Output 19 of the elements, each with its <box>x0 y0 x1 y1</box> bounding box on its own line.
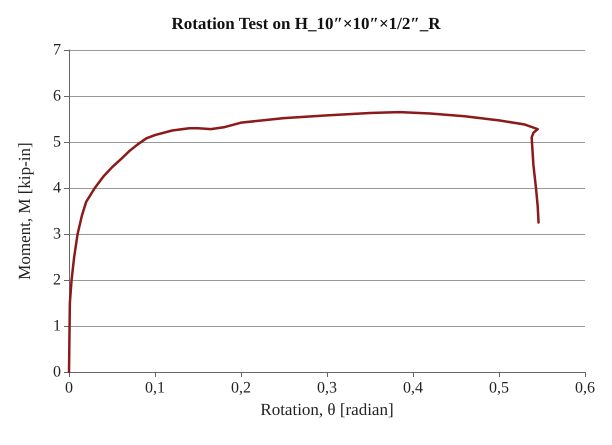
x-tick-label: 0,6 <box>575 380 595 396</box>
y-tick-label: 5 <box>53 134 61 150</box>
y-tick-label: 2 <box>53 272 61 288</box>
y-tick-label: 6 <box>53 88 61 104</box>
chart-title: Rotation Test on H_10″×10″×1/2″_R <box>171 14 442 33</box>
line-series <box>68 110 540 374</box>
x-tick-label: 0 <box>65 380 73 396</box>
x-tick-label: 0,1 <box>145 380 165 396</box>
x-tick-label: 0,2 <box>231 380 251 396</box>
x-tick-label: 0,3 <box>317 380 337 396</box>
x-axis-title: Rotation, θ [radian] <box>260 400 394 419</box>
y-tick-label: 7 <box>53 42 61 58</box>
y-tick-label: 4 <box>53 180 61 196</box>
y-tick-label: 1 <box>53 318 61 334</box>
y-tick-label: 0 <box>53 364 61 380</box>
x-tick-label: 0,4 <box>403 380 423 396</box>
x-tick-label: 0,5 <box>489 380 509 396</box>
y-tick-label: 3 <box>53 226 61 242</box>
y-axis-title: Moment, M [kip-in] <box>15 142 34 280</box>
